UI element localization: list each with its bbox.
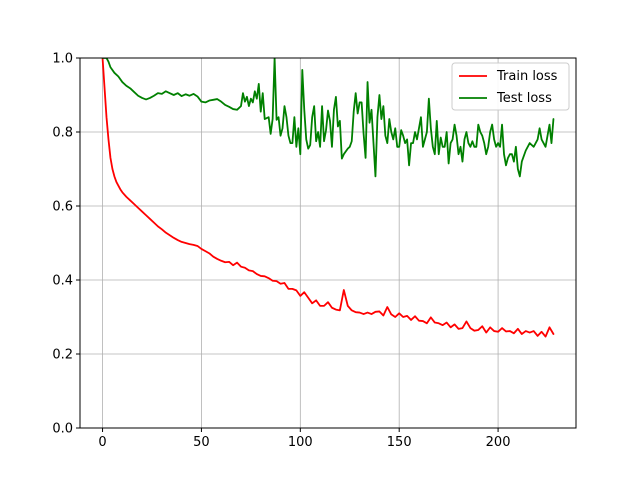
x-tick-label: 150: [387, 435, 412, 450]
axis-ticks: 0 50 100 150 200 0.0 0.2 0.4 0.6 0.8 1.0: [52, 52, 510, 451]
y-tick-label: 0.6: [52, 200, 73, 215]
legend-test-loss-label: Test loss: [496, 91, 552, 106]
x-tick-label: 50: [193, 435, 210, 450]
y-tick-label: 0.8: [52, 126, 73, 141]
y-tick-label: 0.2: [52, 348, 73, 363]
y-tick-label: 0.0: [52, 422, 73, 437]
train-loss-line: [101, 58, 555, 338]
y-tick-label: 0.4: [52, 274, 73, 289]
legend: Train loss Test loss: [451, 62, 570, 111]
plot-frame: [79, 57, 577, 429]
y-tick-label: 1.0: [52, 52, 73, 67]
x-tick-label: 100: [288, 435, 313, 450]
legend-train-loss-label: Train loss: [496, 69, 558, 84]
test-loss-line: [101, 58, 555, 178]
plot-area-background: [80, 58, 576, 428]
x-tick-label: 200: [486, 435, 511, 450]
x-tick-label: 0: [98, 435, 106, 450]
series-lines: [101, 58, 555, 338]
